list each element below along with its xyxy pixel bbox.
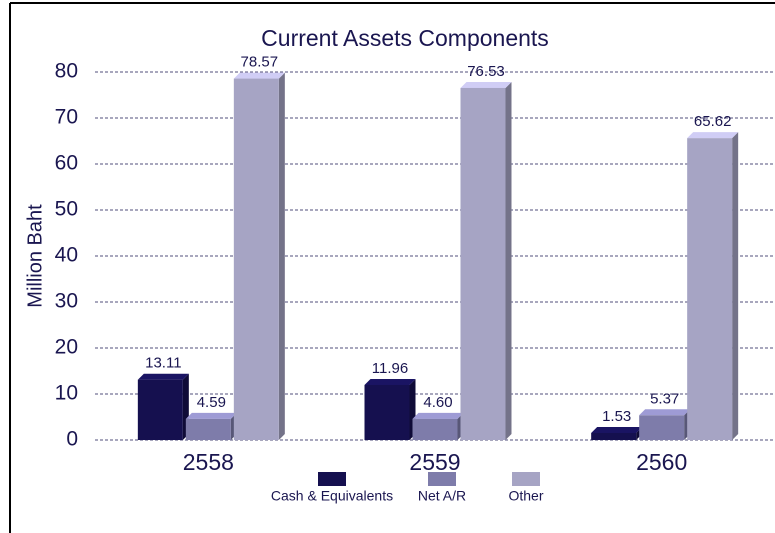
bar-side [505, 81, 512, 440]
y-tick-label: 50 [55, 198, 78, 221]
y-tick-label: 0 [66, 428, 78, 451]
legend-swatch [428, 472, 456, 486]
bar [364, 384, 410, 440]
value-label: 11.96 [372, 360, 408, 377]
value-label: 65.62 [694, 113, 732, 130]
bar [137, 379, 183, 440]
bar-top [137, 373, 189, 380]
bar-top [233, 72, 285, 79]
bar-top [591, 426, 643, 433]
y-tick-label: 70 [55, 106, 78, 129]
bar-top [412, 412, 464, 419]
bar-top [364, 378, 416, 385]
y-tick-label: 40 [55, 244, 78, 267]
value-label: 1.53 [602, 408, 631, 425]
value-label: 78.57 [241, 54, 279, 71]
bar-side [732, 132, 739, 440]
bar-top [639, 409, 691, 416]
legend-swatch [318, 472, 346, 486]
bar [639, 415, 685, 440]
legend-label: Other [508, 488, 543, 504]
x-tick-label: 2558 [183, 449, 234, 475]
value-label: 13.11 [145, 355, 181, 372]
chart-title: Current Assets Components [261, 25, 549, 51]
value-label: 5.37 [650, 390, 679, 407]
legend-swatch [512, 472, 540, 486]
legend-label: Cash & Equivalents [271, 488, 393, 504]
bar-top [460, 81, 512, 88]
y-tick-label: 10 [55, 382, 78, 405]
y-tick-label: 20 [55, 336, 78, 359]
y-axis-label: Million Baht [24, 204, 46, 308]
bar [412, 418, 458, 440]
bar-top [687, 132, 739, 139]
value-label: 76.53 [467, 63, 505, 80]
bar [185, 418, 231, 440]
y-tick-label: 60 [55, 152, 78, 175]
y-tick-label: 30 [55, 290, 78, 313]
x-tick-label: 2559 [409, 449, 460, 475]
y-tick-label: 80 [55, 60, 78, 83]
x-tick-label: 2560 [636, 449, 687, 475]
bar [591, 432, 637, 440]
bar [687, 138, 733, 440]
value-label: 4.59 [197, 394, 226, 411]
value-label: 4.60 [423, 394, 452, 411]
bar [233, 78, 279, 440]
bar-side [278, 72, 285, 440]
bar-top [185, 412, 237, 419]
legend-label: Net A/R [418, 488, 466, 504]
bar [460, 87, 506, 440]
